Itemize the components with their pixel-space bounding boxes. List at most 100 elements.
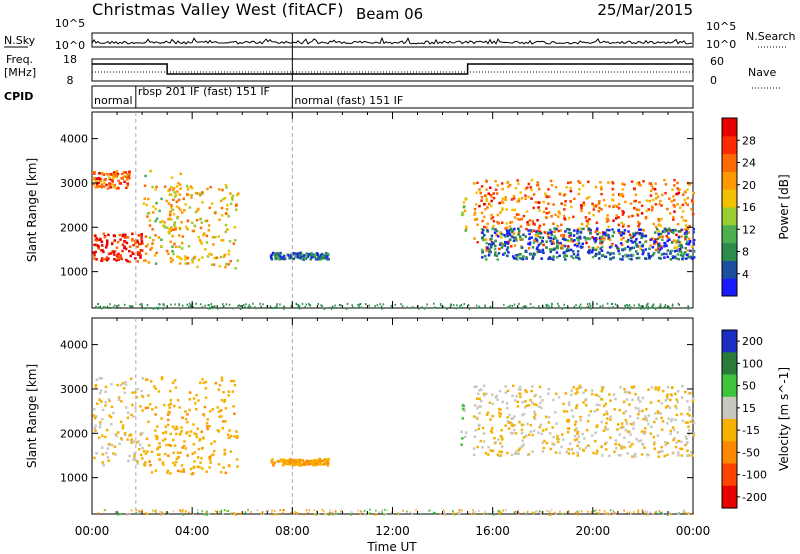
echo-cell	[560, 223, 563, 227]
echo-cell	[136, 260, 140, 263]
echo-cell	[664, 406, 668, 409]
echo-cell	[531, 385, 534, 388]
echo-cell	[669, 398, 672, 402]
echo-cell	[557, 437, 561, 441]
echo-cell	[675, 246, 678, 249]
echo-cell	[641, 252, 645, 256]
echo-cell	[545, 246, 548, 249]
echo-cell	[680, 454, 684, 457]
echo-cell	[217, 388, 221, 391]
echo-cell	[139, 405, 142, 408]
echo-cell	[532, 252, 536, 255]
echo-cell	[298, 256, 301, 260]
echo-cell	[126, 513, 128, 516]
echo-cell	[123, 180, 126, 184]
echo-cell	[175, 425, 178, 429]
echo-cell	[507, 240, 510, 244]
echo-cell	[537, 511, 540, 514]
echo-cell	[685, 240, 689, 243]
echo-cell	[507, 251, 510, 254]
echo-cell	[607, 219, 610, 222]
echo-cell	[117, 179, 120, 182]
echo-cell	[316, 513, 318, 516]
echo-cell	[476, 223, 479, 226]
colorbar-tick-label: -50	[742, 446, 760, 459]
echo-cell	[649, 401, 653, 404]
echo-cell	[131, 251, 134, 254]
echo-cell	[600, 389, 603, 393]
echo-cell	[631, 214, 634, 218]
echo-cell	[602, 304, 604, 307]
echo-cell	[179, 172, 182, 176]
echo-cell	[583, 203, 586, 207]
echo-cell	[502, 509, 505, 512]
echo-cell	[546, 304, 549, 307]
echo-cell	[677, 236, 681, 239]
echo-cell	[654, 307, 657, 310]
echo-cell	[288, 457, 292, 461]
echo-cell	[606, 428, 609, 431]
echo-cell	[663, 178, 666, 182]
echo-cell	[594, 254, 597, 257]
echo-cell	[681, 396, 684, 399]
echo-cell	[665, 234, 668, 238]
echo-cell	[520, 432, 524, 435]
echo-cell	[150, 450, 154, 453]
echo-cell	[669, 212, 672, 215]
echo-cell	[550, 233, 554, 236]
echo-cell	[231, 196, 234, 199]
echo-cell	[190, 187, 194, 190]
echo-cell	[663, 230, 666, 234]
echo-cell	[163, 221, 166, 224]
echo-cell	[633, 240, 636, 244]
echo-cell	[180, 221, 183, 224]
echo-cell	[493, 231, 497, 234]
echo-cell	[630, 246, 633, 250]
echo-cell	[122, 175, 125, 178]
echo-cell	[305, 509, 308, 512]
echo-cell	[182, 470, 185, 473]
echo-cell	[139, 510, 142, 513]
echo-cell	[473, 435, 477, 438]
echo-cell	[98, 238, 101, 242]
echo-cell	[233, 512, 235, 515]
echo-cell	[463, 209, 467, 213]
echo-cell	[634, 193, 638, 197]
y-tick-label: 4000	[60, 133, 88, 146]
echo-cell	[125, 406, 128, 409]
echo-cell	[650, 386, 654, 389]
echo-cell	[572, 386, 575, 389]
echo-cell	[687, 307, 689, 310]
echo-cell	[172, 212, 176, 216]
echo-cell	[271, 461, 274, 464]
echo-cell	[596, 424, 599, 427]
echo-cell	[552, 248, 555, 252]
echo-cell	[649, 432, 653, 435]
echo-cell	[680, 440, 683, 443]
echo-cell	[677, 439, 680, 443]
echo-cell	[529, 399, 532, 402]
echo-cell	[541, 510, 543, 513]
echo-cell	[234, 239, 237, 242]
echo-cell	[639, 247, 642, 251]
echo-cell	[130, 441, 133, 444]
echo-cell	[141, 457, 144, 460]
echo-cell	[599, 241, 602, 245]
echo-cell	[682, 219, 686, 222]
echo-cell	[542, 223, 546, 226]
echo-cell	[101, 418, 104, 421]
echo-cell	[461, 404, 465, 407]
echo-cell	[616, 428, 619, 431]
echo-cell	[654, 412, 657, 415]
echo-cell	[177, 198, 181, 202]
echo-cell	[244, 306, 246, 309]
echo-cell	[686, 421, 689, 424]
echo-cell	[472, 182, 476, 185]
echo-cell	[283, 460, 286, 464]
echo-cell	[480, 199, 483, 202]
echo-cell	[664, 303, 667, 306]
echo-cell	[148, 224, 152, 227]
echo-cell	[213, 449, 216, 453]
echo-cell	[490, 213, 493, 217]
echo-cell	[609, 399, 612, 402]
